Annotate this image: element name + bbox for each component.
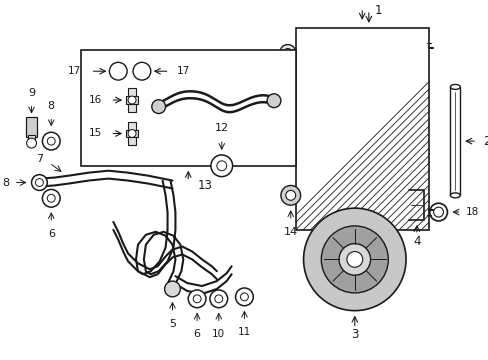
Text: 1: 1 (374, 4, 382, 17)
Text: 4: 4 (412, 235, 420, 248)
Circle shape (280, 185, 300, 205)
Circle shape (47, 194, 55, 202)
Circle shape (210, 155, 232, 177)
Text: 6: 6 (48, 229, 55, 239)
Text: 11: 11 (237, 327, 250, 337)
Text: 5: 5 (169, 319, 176, 329)
Circle shape (338, 244, 370, 275)
Circle shape (433, 207, 443, 217)
Circle shape (188, 290, 205, 308)
Circle shape (321, 226, 387, 293)
Circle shape (285, 190, 295, 200)
Circle shape (209, 290, 227, 308)
Text: 16: 16 (89, 95, 102, 105)
Text: 18: 18 (465, 207, 478, 217)
Circle shape (303, 208, 405, 311)
Circle shape (128, 96, 136, 104)
Circle shape (240, 293, 248, 301)
Bar (128, 122, 136, 145)
Text: 13: 13 (198, 179, 213, 192)
Circle shape (193, 295, 201, 303)
Bar (128, 88, 136, 112)
Text: 2: 2 (482, 135, 488, 148)
Bar (27, 135, 36, 143)
Bar (126, 130, 138, 138)
Text: 10: 10 (212, 329, 225, 339)
Circle shape (31, 175, 47, 190)
Circle shape (429, 203, 447, 221)
Text: 7: 7 (36, 154, 43, 164)
Circle shape (151, 100, 165, 113)
Text: 8: 8 (3, 177, 10, 188)
Ellipse shape (449, 85, 459, 89)
Bar (295, 28, 428, 230)
Circle shape (133, 62, 150, 80)
Text: 6: 6 (193, 329, 200, 339)
Text: 15: 15 (89, 129, 102, 139)
Circle shape (216, 161, 226, 171)
Text: 17: 17 (67, 66, 81, 76)
Circle shape (164, 281, 180, 297)
Circle shape (346, 252, 362, 267)
Text: 9: 9 (28, 88, 35, 98)
Bar (126, 96, 138, 104)
Text: 17: 17 (176, 66, 189, 76)
Circle shape (214, 295, 223, 303)
Text: 12: 12 (214, 123, 228, 133)
Circle shape (235, 288, 253, 306)
Text: 8: 8 (48, 100, 55, 111)
Bar (25, 117, 38, 137)
Text: 14: 14 (283, 227, 297, 237)
Bar (81, 50, 295, 166)
Circle shape (266, 94, 280, 108)
Text: 3: 3 (350, 328, 358, 341)
Circle shape (47, 137, 55, 145)
Circle shape (283, 49, 291, 57)
Circle shape (36, 179, 43, 186)
Circle shape (109, 62, 127, 80)
Circle shape (26, 138, 37, 148)
Circle shape (279, 45, 295, 60)
Circle shape (42, 189, 60, 207)
Circle shape (128, 130, 136, 138)
Circle shape (42, 132, 60, 150)
Ellipse shape (449, 193, 459, 198)
Bar (449, 87, 459, 195)
